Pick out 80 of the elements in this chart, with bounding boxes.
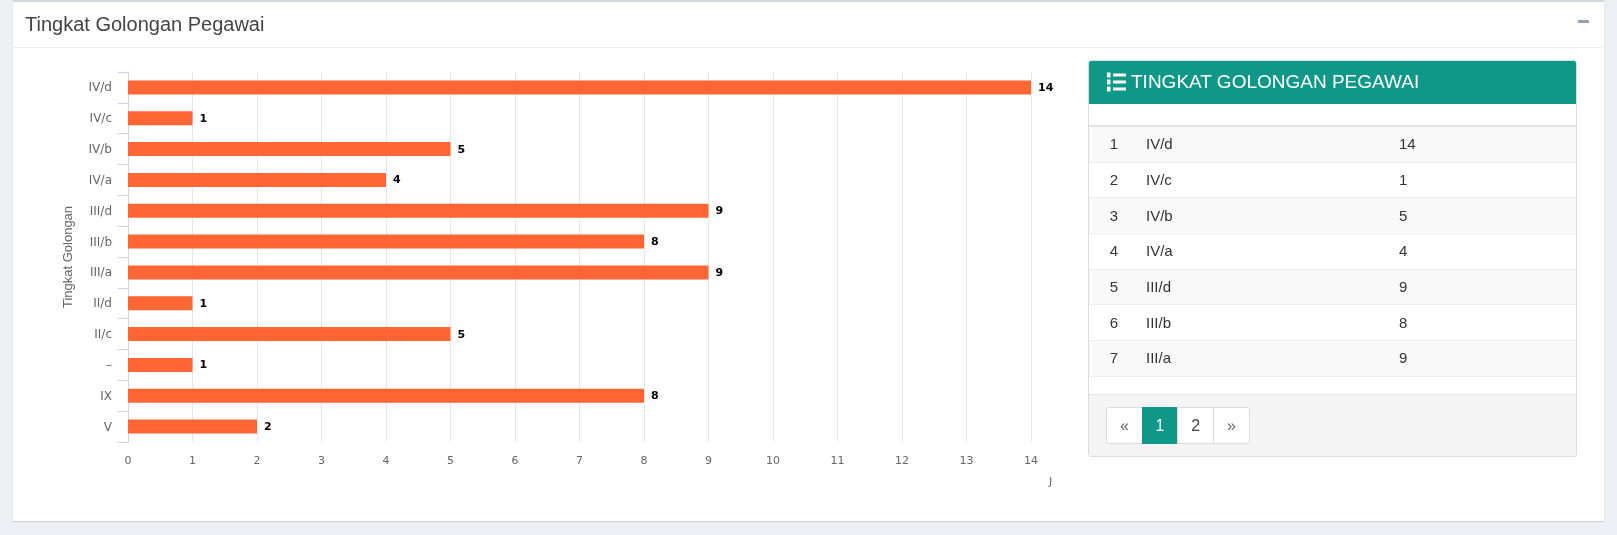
bar (128, 357, 193, 372)
y-axis-title: Tingkat Golongan (60, 205, 75, 309)
text: 5 (1109, 278, 1119, 296)
text: IV/a (1146, 242, 1173, 260)
text: 5 (1399, 206, 1408, 224)
bar (128, 111, 193, 126)
text: III/a (1146, 349, 1172, 367)
y-tick-label: III/d (89, 203, 112, 218)
text: III/d (1146, 278, 1172, 296)
data-label: 1 (199, 296, 208, 310)
data-label: 4 (393, 173, 401, 187)
text: « (1106, 407, 1143, 444)
text: 1 (1109, 135, 1119, 153)
bar (128, 142, 451, 157)
data-label: 1 (199, 358, 208, 372)
text: IV/d (1146, 135, 1173, 153)
text: 3 (1109, 206, 1119, 224)
x-tick-label: 1 (189, 454, 196, 467)
text: 6 (1109, 313, 1119, 331)
x-tick-label: 6 (511, 454, 519, 467)
text: 2 (1109, 171, 1119, 189)
x-tick-label: 2 (253, 454, 261, 467)
bar (128, 234, 644, 249)
text: 14 (1399, 135, 1416, 153)
bar (128, 80, 1031, 95)
bar (128, 265, 709, 280)
bar (128, 172, 386, 187)
text: IV/c (1146, 171, 1172, 189)
y-tick-label: IX (100, 388, 112, 403)
bar (128, 203, 709, 218)
bar (128, 388, 644, 403)
text: IV/b (1146, 206, 1173, 224)
text: 9 (1399, 349, 1408, 367)
data-label: 5 (457, 327, 466, 341)
data-label: 9 (715, 265, 724, 279)
x-tick-label: 0 (124, 454, 132, 467)
x-tick-label: 11 (830, 454, 845, 467)
text: 4 (1109, 242, 1119, 260)
data-label: 8 (651, 389, 659, 403)
y-tick-label: IV/d (88, 80, 112, 95)
x-tick-label: 12 (895, 454, 909, 467)
x-tick-label: 3 (318, 454, 325, 467)
y-tick-label: III/a (89, 265, 112, 280)
bar (128, 296, 193, 311)
data-label: 8 (651, 235, 659, 249)
data-label: 5 (457, 142, 466, 156)
y-tick-label: IV/c (89, 111, 112, 126)
x-tick-label: 9 (705, 454, 712, 467)
bar (128, 419, 257, 434)
data-label: 9 (715, 204, 724, 218)
y-tick-label: – (106, 357, 112, 372)
text: 7 (1109, 349, 1119, 367)
y-tick-label: III/b (89, 234, 112, 249)
x-tick-label: 10 (766, 454, 780, 467)
y-tick-label: V (103, 419, 113, 434)
text: III/b (1146, 313, 1172, 331)
y-tick-label: II/c (94, 327, 112, 342)
text: 1 (1399, 171, 1408, 189)
y-tick-label: II/d (93, 296, 112, 311)
data-label: 1 (199, 111, 208, 125)
bar (128, 327, 451, 342)
x-tick-label: 7 (576, 454, 583, 467)
text: 1 (1141, 407, 1179, 444)
x-tick-label: 13 (959, 454, 974, 467)
x-tick-label: 5 (447, 454, 454, 467)
x-axis-title: J (1048, 475, 1053, 488)
text: » (1213, 407, 1250, 444)
y-tick-label: IV/b (88, 142, 112, 157)
chart-title: Tingkat Golongan Pegawai (25, 12, 265, 36)
data-label: 2 (264, 420, 272, 434)
data-label: 14 (1038, 80, 1054, 94)
x-tick-label: 4 (382, 454, 390, 467)
text: 4 (1399, 242, 1408, 260)
x-tick-label: 8 (640, 454, 648, 467)
x-tick-label: 14 (1024, 454, 1038, 467)
text: 9 (1399, 278, 1408, 296)
y-tick-label: IV/a (88, 172, 112, 187)
text: 2 (1177, 407, 1215, 444)
text: TINGKAT GOLONGAN PEGAWAI (1131, 71, 1420, 93)
text: 8 (1399, 313, 1408, 331)
